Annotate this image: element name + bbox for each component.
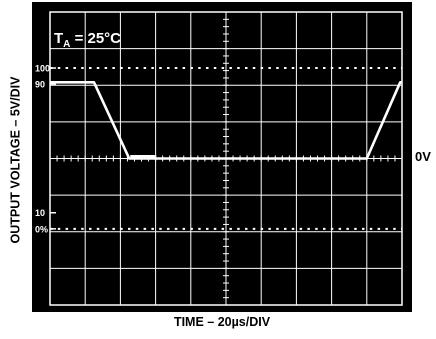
ambient-temperature-label: TA = 25°C	[54, 30, 121, 50]
ta-subscript: A	[63, 39, 70, 50]
graticule	[49, 11, 403, 306]
ta-prefix: T	[54, 30, 63, 47]
trace-layer	[50, 81, 402, 160]
x-axis-label: TIME – 20µs/DIV	[173, 315, 271, 329]
y-tick-label: 10	[35, 208, 45, 218]
zero-volt-label: 0V	[415, 149, 431, 164]
y-tick-label: 0%	[35, 224, 48, 234]
y-tick-label: 100	[35, 64, 50, 74]
y-tick-label: 90	[35, 80, 45, 90]
y-axis-label: OUTPUT VOLTAGE – 5V/DIV	[8, 76, 23, 244]
y-axis-label-box: OUTPUT VOLTAGE – 5V/DIV	[2, 25, 28, 295]
ta-suffix: = 25°C	[70, 30, 121, 47]
screen-background	[32, 2, 412, 312]
trace-settling-blob	[130, 155, 157, 159]
y-tick-labels: 100 90 10 0%	[35, 64, 56, 234]
